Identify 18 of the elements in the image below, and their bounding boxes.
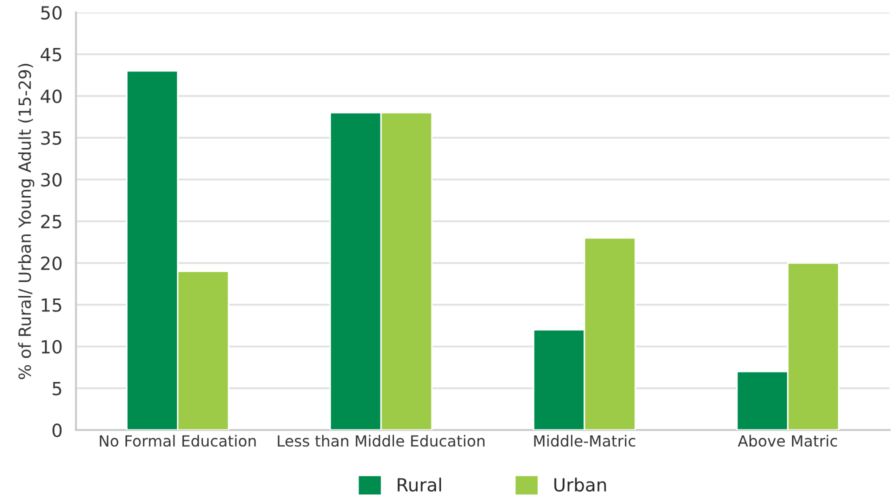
y-tick-label: 30 [41,172,62,187]
y-tick-label: 40 [40,89,62,104]
y-tick-label: 15 [42,298,62,312]
legend-label: Urban [554,478,606,492]
y-tick-label: 50 [41,6,62,20]
legend-label: Rural [398,478,441,492]
y-tick-label: 45 [40,48,62,62]
x-tick-label: Middle-Matric [534,434,636,447]
y-tick-label: 5 [52,382,62,396]
y-tick-label: 20 [41,256,62,270]
x-tick-label: No Formal Education [100,434,256,447]
x-tick-label: Above Matric [738,434,838,447]
y-tick-label: 25 [41,214,62,228]
y-tick-label: 10 [42,340,62,354]
x-tick-label: Less than Middle Education [278,434,484,447]
y-tick-label: 0 [52,423,62,438]
y-tick-label: 35 [41,131,62,145]
y-axis-title: % of Rural/ Urban Young Adult (15-29) [18,64,34,380]
